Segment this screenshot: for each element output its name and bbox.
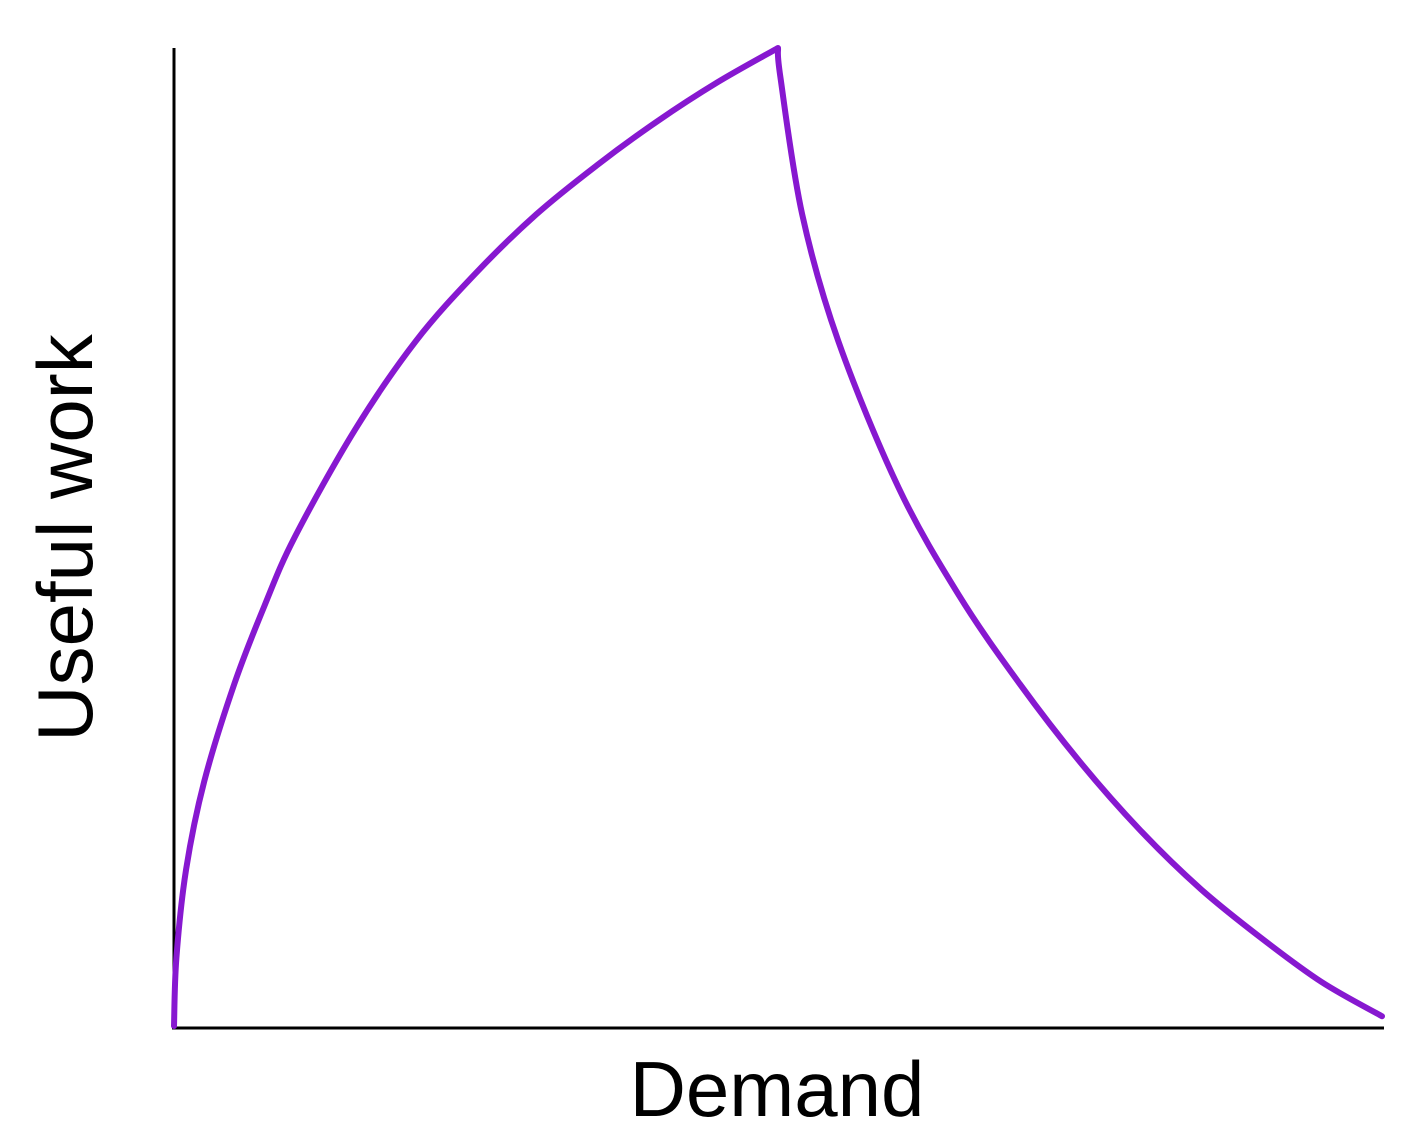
y-axis-title: Useful work bbox=[21, 333, 109, 741]
series-line-0 bbox=[171, 45, 1385, 1029]
series-layer bbox=[171, 45, 1385, 1029]
x-axis-title: Demand bbox=[630, 1045, 925, 1133]
